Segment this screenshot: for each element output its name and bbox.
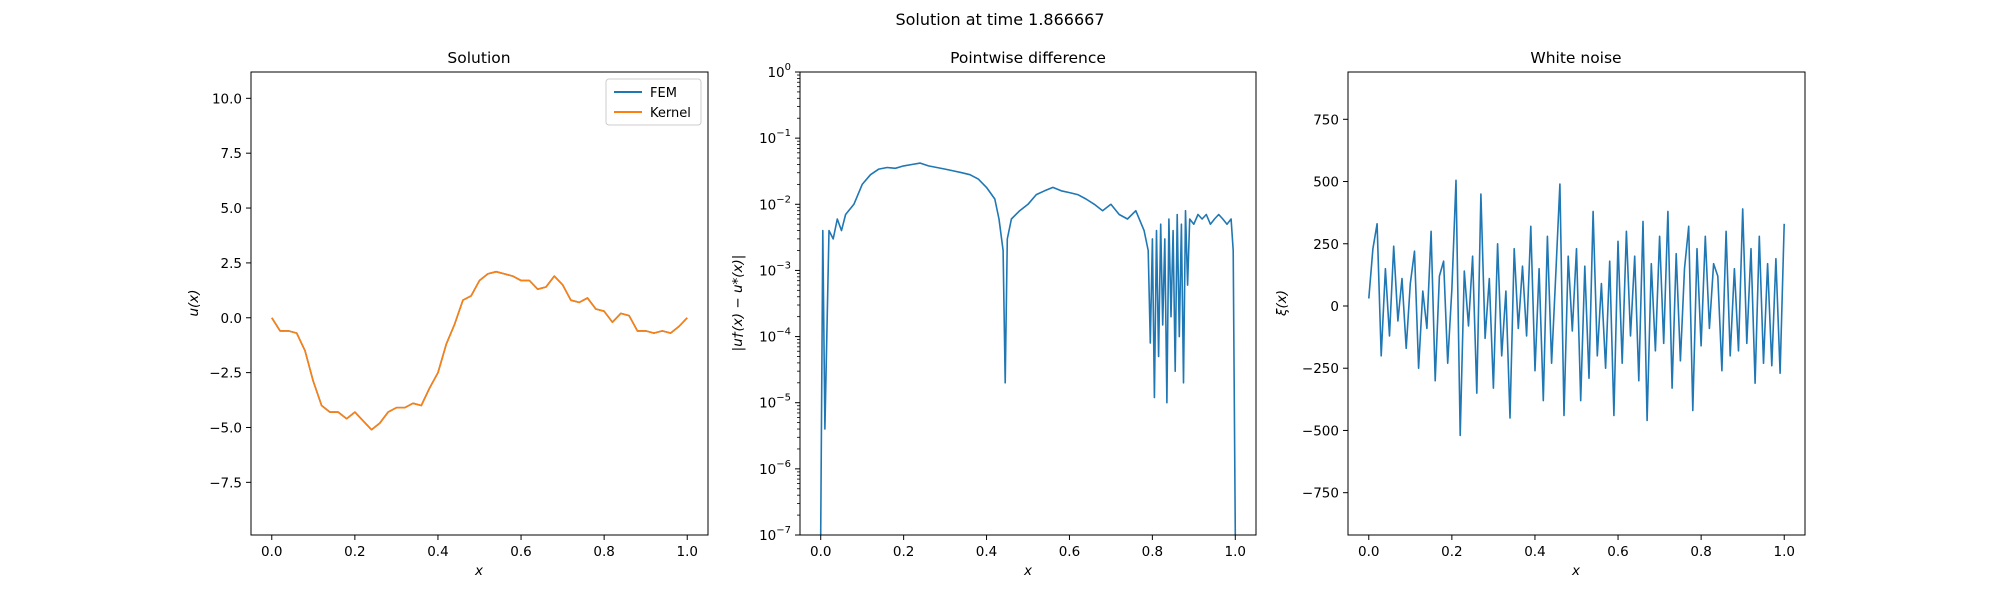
x-tick-label: 0.0 — [1358, 544, 1379, 560]
x-tick-label: 1.0 — [676, 544, 697, 560]
x-tick-label: 0.8 — [593, 544, 614, 560]
y-tick-label: 0 — [1330, 299, 1339, 315]
x-tick-label: 0.6 — [1607, 544, 1628, 560]
x-tick-label: 1.0 — [1773, 544, 1794, 560]
x-axis-label: x — [474, 563, 484, 579]
y-tick-label: −2.5 — [209, 366, 242, 382]
x-tick-label: 0.6 — [1059, 544, 1080, 560]
series-line-difference — [819, 162, 1237, 536]
panel-solution: Solution 0.0 0.2 0.4 0.6 0.8 1.0 10.0 7.5 5.0 2.5… — [186, 49, 709, 579]
y-tick-label: −5.0 — [209, 420, 242, 436]
panel-title: Solution — [447, 49, 510, 67]
y-tick-label: 0.0 — [221, 311, 242, 327]
x-tick-label: 0.4 — [427, 544, 448, 560]
x-tick-label: 0.0 — [261, 544, 282, 560]
panel-title: White noise — [1530, 49, 1621, 67]
y-tick-label: −7.5 — [209, 475, 242, 491]
y-tick-label: 500 — [1313, 175, 1339, 191]
figure-suptitle: Solution at time 1.866667 — [895, 10, 1104, 29]
series-line-fem — [271, 270, 688, 431]
x-axis-label: x — [1023, 563, 1033, 579]
y-tick-label: −250 — [1302, 361, 1339, 377]
panel-pointwise-difference: Pointwise difference 0.0 0.2 0.4 0.6 0.8 1.0 1… — [730, 49, 1257, 579]
x-tick-label: 0.4 — [976, 544, 997, 560]
x-tick-label: 0.0 — [810, 544, 831, 560]
axes-frame — [799, 71, 1257, 536]
x-tick-label: 0.8 — [1690, 544, 1711, 560]
y-tick-label: 10.0 — [212, 91, 242, 107]
y-axis-label: ξ(x) — [1274, 290, 1290, 317]
y-tick-label: 10−6 — [759, 459, 791, 478]
axes-frame — [1347, 71, 1806, 536]
y-tick-label: 10−4 — [759, 327, 791, 346]
y-tick-label: −500 — [1302, 423, 1339, 439]
legend-label-kernel: Kernel — [650, 106, 691, 121]
y-tick-label: 7.5 — [221, 146, 242, 162]
panel-white-noise: White noise 0.0 0.2 0.4 0.6 0.8 1.0 750 500 250 0… — [1274, 49, 1806, 579]
y-tick-label: 10−5 — [759, 393, 791, 412]
series-line-noise — [1368, 179, 1785, 437]
y-tick-label: 750 — [1313, 112, 1339, 128]
legend-label-fem: FEM — [650, 86, 677, 101]
y-tick-label: 100 — [767, 62, 791, 81]
y-tick-label: 10−3 — [759, 260, 791, 279]
x-tick-label: 0.2 — [1441, 544, 1462, 560]
x-tick-label: 0.2 — [893, 544, 914, 560]
x-tick-label: 0.6 — [510, 544, 531, 560]
y-tick-label: 10−1 — [759, 128, 791, 147]
x-tick-label: 0.8 — [1142, 544, 1163, 560]
y-axis-label: |u†(x) − u*(x)| — [730, 255, 746, 352]
y-tick-label: −750 — [1302, 486, 1339, 502]
axes-frame — [250, 71, 709, 536]
y-axis-label: u(x) — [186, 289, 202, 316]
y-tick-label: 2.5 — [221, 256, 242, 272]
x-tick-label: 0.2 — [344, 544, 365, 560]
legend: FEM Kernel — [605, 78, 702, 126]
panel-title: Pointwise difference — [950, 49, 1106, 67]
y-tick-label: 250 — [1313, 237, 1339, 253]
legend-box — [605, 78, 702, 126]
x-tick-label: 0.4 — [1524, 544, 1545, 560]
series-line-kernel — [271, 270, 688, 431]
y-tick-label: 5.0 — [221, 201, 242, 217]
x-tick-label: 1.0 — [1225, 544, 1246, 560]
x-axis-label: x — [1571, 563, 1581, 579]
y-tick-label: 10−7 — [759, 525, 791, 544]
y-tick-label: 10−2 — [759, 194, 791, 213]
